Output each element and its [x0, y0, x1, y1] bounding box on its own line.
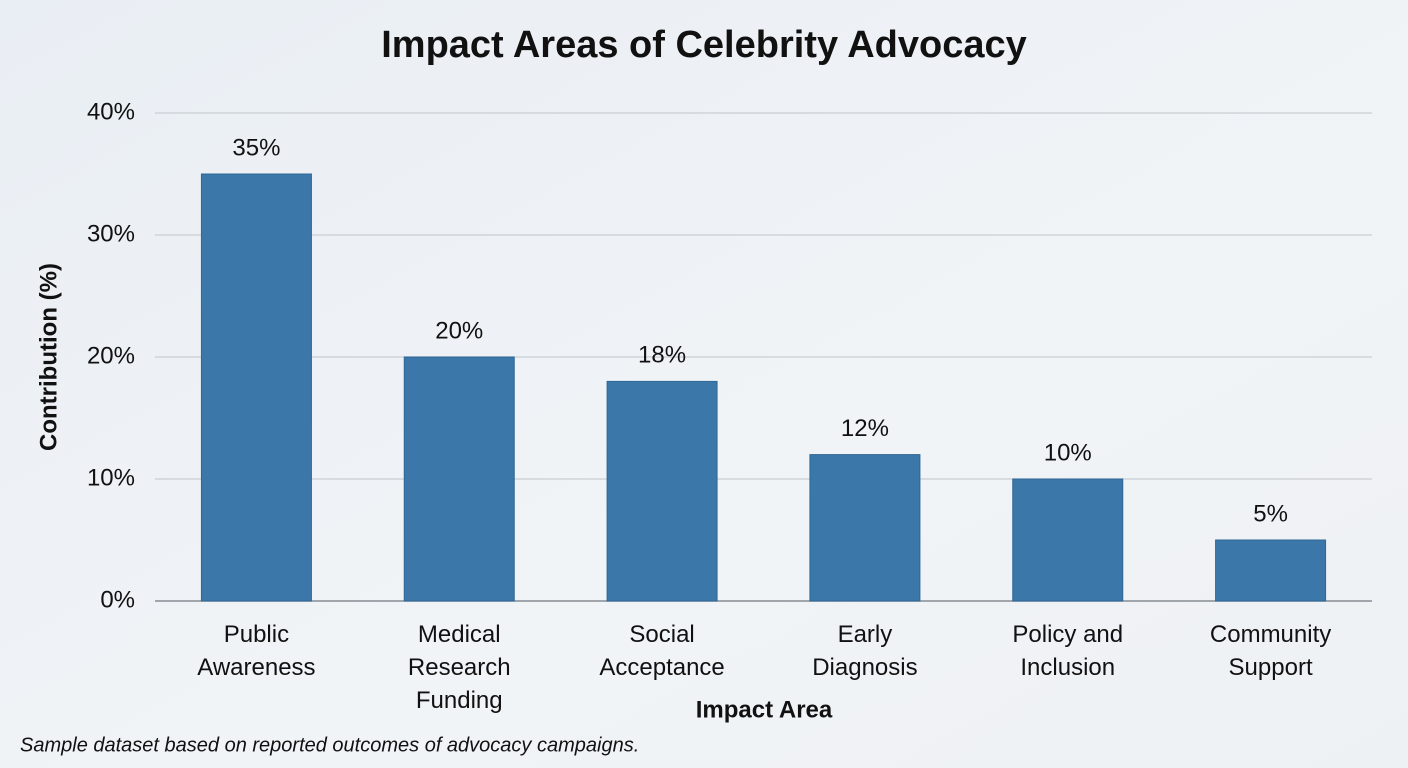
value-label: 18%	[638, 342, 686, 369]
value-label: 20%	[435, 317, 483, 344]
footnote: Sample dataset based on reported outcome…	[20, 734, 639, 756]
y-axis-title: Contribution (%)	[35, 263, 62, 451]
x-tick-label: Policy and Inclusion	[1012, 621, 1123, 681]
y-tick-label: 0%	[100, 586, 135, 613]
bar	[1215, 539, 1327, 602]
x-tick-label: Public Awareness	[197, 621, 315, 681]
value-label: 10%	[1044, 439, 1092, 466]
bar	[200, 173, 312, 602]
bar	[1012, 478, 1124, 602]
x-tick-label: Early Diagnosis	[812, 621, 917, 681]
y-tick-label: 40%	[87, 98, 135, 125]
value-label: 5%	[1253, 500, 1288, 527]
value-label: 35%	[232, 134, 280, 161]
bar	[809, 454, 921, 602]
x-axis-title: Impact Area	[696, 696, 833, 723]
y-tick-label: 10%	[87, 464, 135, 491]
x-tick-label: Social Acceptance	[599, 621, 724, 681]
bar	[606, 380, 718, 602]
y-tick-label: 30%	[87, 220, 135, 247]
x-tick-label: Medical Research Funding	[408, 621, 511, 714]
y-tick-label: 20%	[87, 342, 135, 369]
bar	[403, 356, 515, 602]
x-tick-label: Community Support	[1210, 621, 1331, 681]
value-label: 12%	[841, 415, 889, 442]
chart-title: Impact Areas of Celebrity Advocacy	[381, 24, 1027, 66]
